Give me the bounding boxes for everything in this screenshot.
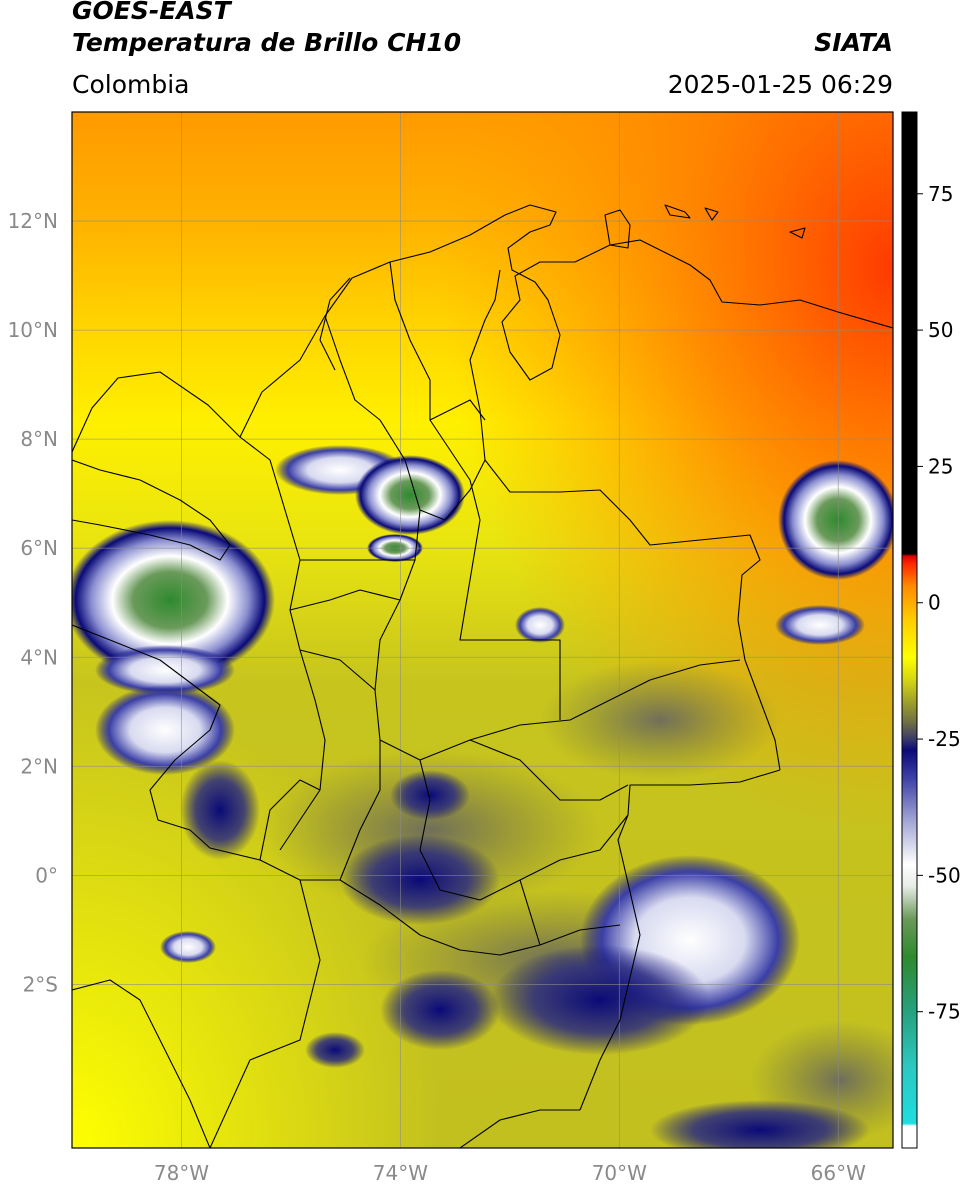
product-title: Temperatura de Brillo CH10: [72, 28, 462, 57]
map-image-layer: [72, 112, 893, 1148]
agency-label: SIATA: [814, 28, 893, 57]
colorbar-tick-label: -25: [928, 727, 961, 751]
region-label: Colombia: [72, 70, 190, 99]
latitude-tick-label: 0°: [35, 863, 58, 887]
colorbar: [901, 111, 918, 1149]
map-gridlines: [72, 112, 893, 1148]
colorbar-tick-label: -75: [928, 1000, 961, 1024]
latitude-tick-label: 12°N: [8, 209, 58, 233]
longitude-tick-label: 74°W: [373, 1161, 428, 1185]
latitude-tick-labels: 12°N 10°N 8°N 6°N 4°N 2°N 0° 2°S: [8, 209, 58, 996]
colorbar-tick-label: 75: [928, 182, 953, 206]
timestamp-label: 2025-01-25 06:29: [667, 70, 893, 99]
country-borders: [72, 204, 893, 1148]
longitude-tick-labels: 78°W 74°W 70°W 66°W: [154, 1161, 866, 1185]
latitude-tick-label: 2°S: [23, 972, 58, 996]
longitude-tick-label: 78°W: [154, 1161, 209, 1185]
colorbar-tick-label: 0: [928, 591, 941, 615]
longitude-tick-label: 70°W: [592, 1161, 647, 1185]
latitude-tick-label: 10°N: [8, 318, 58, 342]
longitude-tick-label: 66°W: [811, 1161, 866, 1185]
latitude-tick-label: 2°N: [20, 754, 58, 778]
latitude-tick-label: 6°N: [20, 536, 58, 560]
colorbar-tick-labels: 75 50 25 0 -25 -50 -75: [917, 182, 961, 1024]
colorbar-tick-label: 50: [928, 318, 953, 342]
map-frame: [71, 111, 894, 1149]
satellite-name: GOES-EAST: [72, 0, 231, 25]
latitude-tick-label: 8°N: [20, 427, 58, 451]
colorbar-tick-label: 25: [928, 454, 953, 478]
colorbar-tick-label: -50: [928, 863, 961, 887]
latitude-tick-label: 4°N: [20, 645, 58, 669]
